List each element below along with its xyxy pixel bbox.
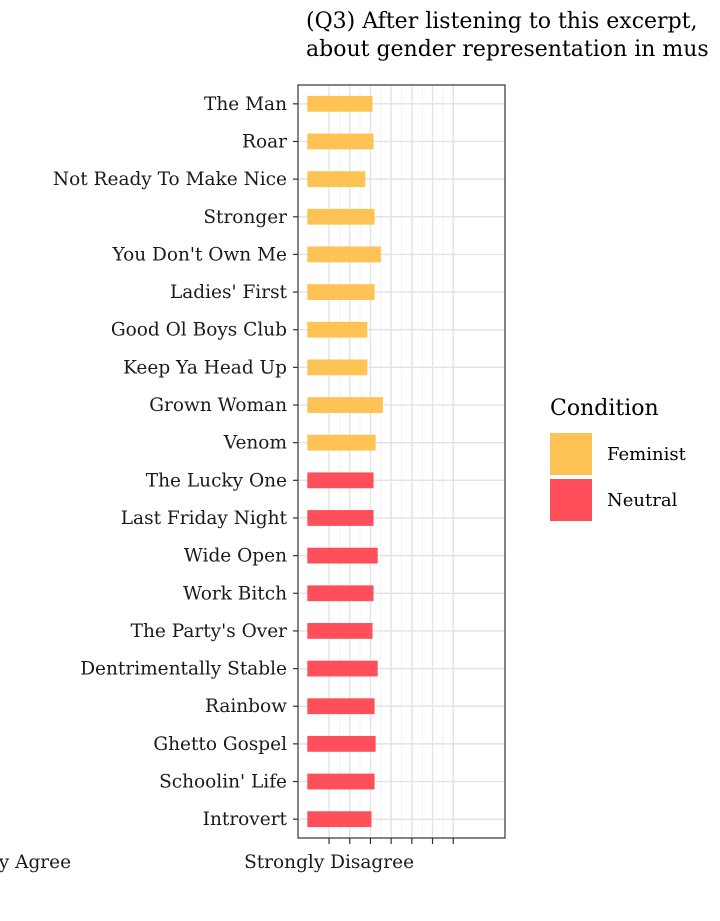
y-tick-label: Dentrimentally Stable [80, 659, 287, 680]
bar-the-man [307, 95, 373, 112]
plot-panel-border [297, 84, 506, 839]
bar-wide-open [307, 547, 378, 564]
bar-stronger [307, 208, 375, 225]
legend: Condition Feminist Neutral [550, 396, 686, 523]
bar-you-don-t-own-me [307, 246, 381, 263]
y-tick-label: Introvert [203, 809, 288, 830]
y-tick-label: Last Friday Night [121, 508, 288, 529]
y-tick-label: Rainbow [205, 696, 287, 717]
y-tick-label: Ghetto Gospel [153, 734, 287, 755]
y-tick-label: Schoolin' Life [159, 772, 287, 793]
y-tick-label: Good Ol Boys Club [111, 320, 287, 341]
x-tick-label: Strongly Disagree [244, 852, 414, 873]
y-tick-label: Roar [242, 131, 287, 152]
bar-introvert [307, 811, 372, 828]
bar-schoolin-life [307, 773, 375, 790]
legend-label-feminist: Feminist [607, 443, 686, 465]
y-tick-label: Keep Ya Head Up [123, 357, 287, 378]
legend-item-neutral: Neutral [550, 477, 686, 523]
y-tick-label: Venom [223, 433, 288, 454]
legend-title: Condition [550, 396, 659, 421]
legend-swatch-feminist [550, 433, 592, 475]
y-tick-label: You Don't Own Me [111, 244, 287, 265]
y-tick-label: Not Ready To Make Nice [53, 169, 287, 190]
bar-the-party-s-over [307, 623, 373, 639]
bar-good-ol-boys-club [307, 321, 368, 338]
y-tick-label: The Party's Over [131, 621, 287, 642]
bar-keep-ya-head-up [307, 359, 368, 376]
y-tick-label: The Man [204, 94, 287, 115]
grid-lines [298, 85, 505, 838]
bar-venom [307, 434, 376, 451]
bar-grown-woman [307, 397, 383, 413]
bar-ladies-first [307, 284, 375, 300]
bar-last-friday-night [307, 510, 374, 526]
bar-dentrimentally-stable [307, 660, 378, 677]
chart-title-line-1: (Q3) After listening to this excerpt, [306, 9, 698, 34]
bar-ghetto-gospel [307, 735, 376, 752]
y-tick-label: Grown Woman [149, 395, 287, 416]
bar-not-ready-to-make-nice [307, 171, 366, 188]
x-axis: Strongly Disagree Strongly Agree [0, 838, 454, 873]
bar-roar [307, 133, 374, 150]
y-tick-label: Wide Open [184, 546, 287, 567]
legend-item-feminist: Feminist [550, 431, 686, 477]
legend-label-neutral: Neutral [607, 489, 678, 511]
bar-the-lucky-one [307, 472, 374, 489]
bar-work-bitch [307, 585, 374, 602]
y-tick-label: The Lucky One [146, 470, 287, 491]
bars [307, 95, 383, 828]
chart-title-line-2: about gender representation in mus [306, 37, 709, 62]
chart-title: (Q3) After listening to this excerpt, ab… [306, 8, 709, 64]
bar-rainbow [307, 698, 375, 715]
y-tick-label: Ladies' First [170, 282, 288, 303]
y-tick-label: Stronger [203, 207, 287, 228]
y-axis: The Man Roar Not Ready To Make Nice Stronge… [53, 94, 298, 830]
x-tick-label: Strongly Agree [0, 852, 71, 873]
y-tick-label: Work Bitch [183, 583, 287, 604]
legend-swatch-neutral [550, 479, 592, 521]
